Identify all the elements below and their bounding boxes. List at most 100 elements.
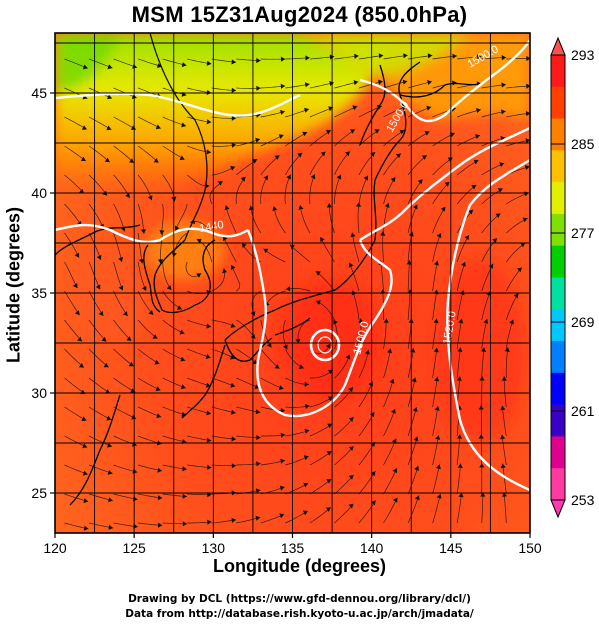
wind-arrowhead [171, 252, 177, 257]
streamline [432, 289, 438, 321]
streamline [358, 349, 369, 379]
streamline [260, 348, 280, 369]
wind-arrowhead [181, 62, 187, 68]
streamline [432, 435, 440, 466]
wind-arrowhead [348, 387, 353, 393]
wind-arrowhead [390, 177, 396, 183]
streamline [503, 376, 507, 408]
wind-arrowhead [478, 434, 484, 439]
wind-arrowhead [383, 318, 389, 323]
wind-arrowhead [473, 159, 479, 165]
colorbar-segment [551, 118, 565, 151]
wind-arrowhead [196, 273, 202, 278]
wind-arrowhead [72, 283, 78, 289]
wind-arrowhead [182, 493, 187, 499]
wind-arrowhead [83, 525, 89, 531]
wind-arrowhead [483, 319, 489, 324]
streamline [383, 202, 389, 234]
streamline [407, 289, 411, 321]
wind-arrowhead [316, 300, 321, 305]
colorbar-tick-label: 253 [571, 492, 595, 508]
colorbar: 293 285 277 269 261 253 [550, 36, 595, 519]
streamline [64, 232, 80, 258]
wind-arrowhead [206, 60, 212, 66]
streamline [333, 319, 338, 350]
streamline [432, 260, 438, 292]
wind-arrowhead [123, 311, 128, 316]
streamline [88, 348, 109, 368]
wind-arrowhead [327, 423, 333, 429]
streamline [309, 369, 334, 379]
wind-arrowhead [130, 125, 136, 130]
wind-arrowhead [207, 464, 212, 470]
streamline [88, 174, 108, 196]
streamline [456, 434, 461, 466]
streamline [64, 290, 80, 316]
streamline [407, 204, 418, 234]
wind-arrowhead [106, 125, 112, 131]
streamline [250, 205, 262, 234]
wind-arrowhead [501, 82, 506, 88]
wind-arrowhead [280, 407, 285, 414]
wind-arrowhead [231, 436, 236, 442]
wind-arrowhead [274, 155, 280, 160]
streamline [456, 318, 463, 350]
streamline [309, 174, 316, 205]
wind-arrowhead [152, 334, 158, 339]
wind-arrowhead [380, 231, 386, 236]
wind-arrowhead [413, 436, 419, 442]
wind-arrowhead [125, 193, 130, 198]
credit-dcl: Drawing by DCL (https://www.gfd-dennou.o… [128, 593, 471, 605]
wind-arrowhead [345, 151, 350, 157]
wind-arrowhead [157, 63, 162, 69]
wind-arrowhead [447, 157, 453, 162]
wind-arrowhead [255, 515, 261, 521]
wind-arrowhead [182, 521, 187, 527]
wind-arrowhead [230, 382, 236, 388]
wind-arrowhead [480, 492, 486, 497]
wind-arrowhead [82, 443, 88, 449]
wind-arrowhead [81, 125, 87, 130]
wind-arrowhead [348, 446, 354, 451]
wind-arrowhead [255, 409, 261, 415]
x-tick-label: 130 [202, 540, 226, 556]
wind-arrowhead [297, 152, 303, 158]
streamline [456, 184, 477, 205]
wind-arrowhead [126, 336, 132, 341]
wind-arrowhead [353, 80, 359, 86]
wind-arrowhead [74, 310, 80, 316]
streamline [309, 507, 332, 524]
wind-arrowhead [504, 347, 510, 352]
wind-arrowhead [456, 376, 462, 381]
wind-arrowhead [355, 202, 361, 207]
wind-arrowhead [348, 503, 354, 509]
streamline [383, 348, 391, 379]
wind-arrowhead [436, 493, 442, 499]
streamline [309, 151, 326, 176]
wind-arrowhead [399, 129, 405, 135]
wind-arrowhead [230, 354, 235, 360]
y-tick-label: 40 [31, 185, 47, 201]
wind-arrowhead [159, 230, 165, 235]
wind-arrowhead [129, 158, 134, 163]
streamline [505, 267, 523, 292]
wind-arrowhead [280, 432, 286, 438]
wind-arrowhead [280, 83, 286, 89]
streamline [357, 202, 360, 234]
wind-arrowhead [501, 55, 507, 61]
wind-arrowhead [206, 323, 211, 329]
streamline [407, 179, 423, 205]
wind-arrowhead [82, 470, 88, 476]
wind-arrowhead [231, 59, 236, 65]
streamline [299, 205, 311, 234]
wind-arrowhead [108, 524, 114, 530]
wind-arrowhead [348, 475, 354, 480]
streamline [505, 293, 519, 321]
wind-arrowhead [141, 285, 147, 291]
wind-arrowhead [278, 385, 284, 391]
wind-arrowhead [79, 188, 84, 194]
wind-arrowhead [500, 136, 506, 141]
streamline [137, 145, 159, 163]
wind-arrowhead [196, 238, 202, 244]
wind-arrowhead [435, 464, 441, 470]
